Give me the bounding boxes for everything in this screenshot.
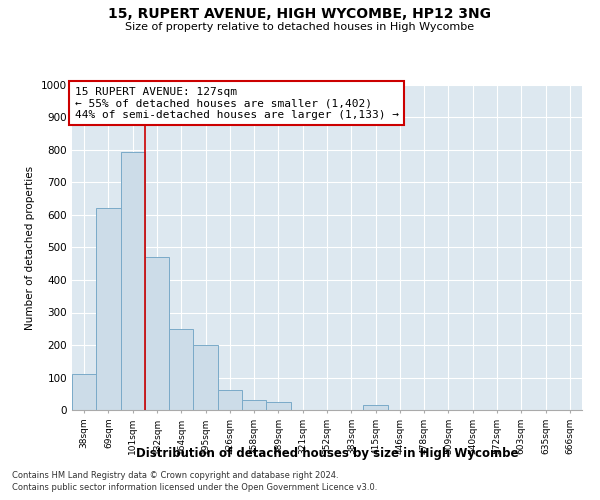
Bar — [193, 345, 218, 410]
Text: Size of property relative to detached houses in High Wycombe: Size of property relative to detached ho… — [125, 22, 475, 32]
Y-axis label: Number of detached properties: Number of detached properties — [25, 166, 35, 330]
Bar — [96, 208, 121, 410]
Bar — [121, 152, 145, 410]
Bar — [169, 329, 193, 410]
Bar — [242, 400, 266, 410]
Text: 15 RUPERT AVENUE: 127sqm
← 55% of detached houses are smaller (1,402)
44% of sem: 15 RUPERT AVENUE: 127sqm ← 55% of detach… — [74, 86, 398, 120]
Text: Distribution of detached houses by size in High Wycombe: Distribution of detached houses by size … — [136, 448, 518, 460]
Bar — [364, 405, 388, 410]
Bar — [266, 402, 290, 410]
Text: 15, RUPERT AVENUE, HIGH WYCOMBE, HP12 3NG: 15, RUPERT AVENUE, HIGH WYCOMBE, HP12 3N… — [109, 8, 491, 22]
Text: Contains public sector information licensed under the Open Government Licence v3: Contains public sector information licen… — [12, 484, 377, 492]
Bar — [72, 374, 96, 410]
Text: Contains HM Land Registry data © Crown copyright and database right 2024.: Contains HM Land Registry data © Crown c… — [12, 471, 338, 480]
Bar — [145, 257, 169, 410]
Bar — [218, 390, 242, 410]
